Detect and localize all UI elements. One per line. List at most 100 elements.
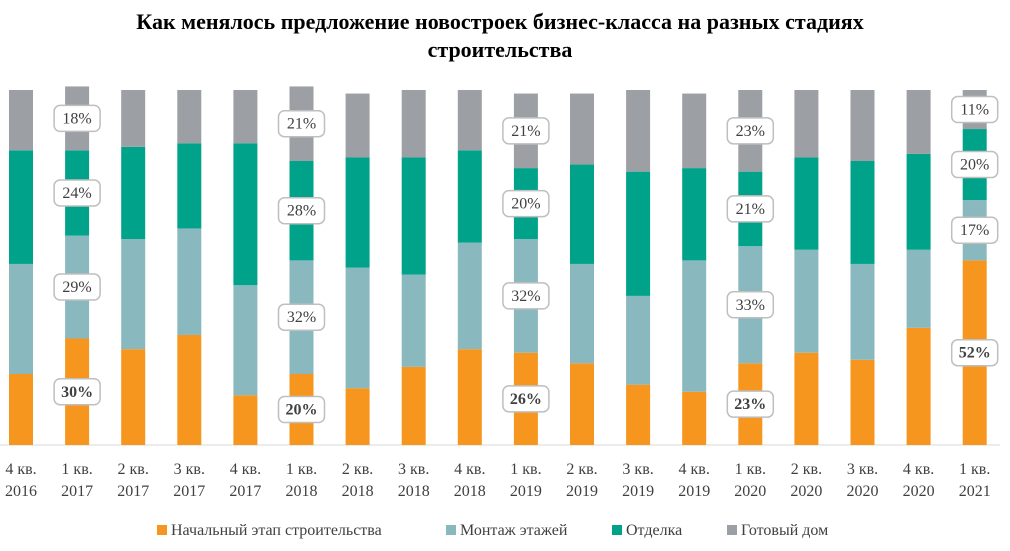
x-tick-label-13-year: 2019: [678, 483, 710, 500]
data-label-14-1: 23%: [726, 390, 775, 418]
data-label-text: 28%: [287, 203, 316, 220]
legend-item-1: Начальный этап строительства: [157, 522, 382, 539]
bar-segment-2-12: [626, 295, 651, 385]
bar-segment-4-7: [345, 93, 370, 158]
legend-label: Монтаж этажей: [460, 522, 568, 539]
bar-segment-1-3: [121, 349, 146, 445]
bar-segment-2-5: [233, 285, 258, 396]
bar-segment-3-3: [121, 146, 146, 240]
data-label-text: 24%: [62, 185, 91, 202]
data-label-box: [502, 385, 550, 413]
data-label-18-3: 20%: [950, 150, 999, 179]
x-tick-label-7-quarter: 2 кв.: [342, 461, 373, 478]
data-label-14-2: 33%: [726, 291, 775, 319]
x-tick-label-1-year: 2016: [5, 483, 37, 500]
bar-segment-2-3: [121, 239, 146, 350]
x-tick-label-8-quarter: 3 кв.: [398, 461, 429, 478]
data-label-text: 20%: [960, 157, 989, 174]
legend-label: Начальный этап строительства: [171, 522, 382, 539]
data-label-box: [726, 117, 775, 145]
bar-segment-3-4: [177, 143, 202, 229]
x-tick-label-12-quarter: 3 кв.: [622, 461, 653, 478]
data-label-text: 32%: [511, 288, 540, 305]
data-label-box: [950, 338, 999, 367]
bar-segment-1-16: [850, 359, 875, 445]
legend-swatch: [446, 525, 456, 535]
bar-segment-2-7: [345, 267, 370, 389]
x-tick-label-16-year: 2020: [847, 483, 879, 500]
data-label-10-4: 21%: [502, 117, 550, 145]
data-label-text: 52%: [959, 345, 991, 362]
bar-segment-2-8: [401, 274, 426, 367]
bar-segment-2-1: [9, 263, 33, 374]
bar-segment-4-1: [9, 90, 33, 151]
bar-segment-1-12: [626, 384, 651, 445]
x-tick-label-14-year: 2020: [734, 483, 766, 500]
bar-segment-3-13: [682, 168, 707, 261]
bar-segment-2-17: [906, 249, 931, 328]
data-label-text: 20%: [286, 402, 318, 419]
chart-title-line-2: строительства: [427, 37, 573, 62]
bar-segment-4-15: [794, 90, 819, 158]
legend-item-3: Отделка: [612, 522, 682, 539]
data-label-text: 21%: [287, 116, 316, 133]
bar-segment-3-11: [570, 164, 594, 264]
x-tick-label-2-year: 2017: [61, 483, 93, 500]
data-label-text: 30%: [61, 384, 93, 401]
bar-segment-4-4: [177, 90, 202, 144]
bar-segment-2-11: [570, 263, 594, 364]
x-tick-label-14-quarter: 1 кв.: [735, 461, 766, 478]
data-label-6-2: 32%: [277, 303, 326, 331]
data-label-6-1: 20%: [277, 395, 326, 424]
data-label-text: 29%: [62, 279, 91, 296]
bar-segment-1-13: [682, 391, 707, 445]
x-tick-label-4-year: 2017: [173, 483, 205, 500]
bar-segment-3-16: [850, 161, 875, 264]
data-label-2-4: 18%: [53, 104, 101, 133]
bar-segment-4-8: [401, 90, 426, 158]
data-label-box: [726, 390, 775, 418]
data-label-box: [53, 179, 101, 207]
bar-segment-1-9: [457, 349, 482, 445]
x-tick-label-6-year: 2018: [286, 483, 318, 500]
data-label-10-1: 26%: [502, 385, 550, 413]
bar-segment-1-17: [906, 327, 931, 445]
x-tick-label-10-quarter: 1 кв.: [510, 461, 541, 478]
x-tick-label-4-quarter: 3 кв.: [174, 461, 205, 478]
x-tick-label-3-year: 2017: [117, 483, 149, 500]
bar-segment-1-15: [794, 352, 819, 445]
data-label-text: 23%: [734, 396, 766, 413]
data-label-text: 21%: [736, 201, 765, 218]
data-label-box: [950, 95, 999, 124]
bar-segment-2-4: [177, 228, 202, 335]
data-label-text: 23%: [736, 123, 765, 140]
bar-segment-3-15: [794, 157, 819, 250]
data-label-14-4: 23%: [726, 117, 775, 145]
data-label-2-3: 24%: [53, 179, 101, 207]
bar-segment-3-9: [457, 150, 482, 243]
bar-segment-4-9: [457, 90, 482, 151]
bar-segment-2-9: [457, 242, 482, 350]
bar-segment-4-16: [850, 90, 875, 161]
data-label-text: 32%: [287, 309, 316, 326]
data-label-box: [950, 216, 999, 244]
data-label-text: 17%: [960, 222, 989, 239]
bar-segment-3-8: [401, 157, 426, 275]
chart-title: Как менялось предложение новостроек бизн…: [0, 8, 1000, 64]
data-label-text: 18%: [62, 110, 91, 127]
data-label-text: 26%: [510, 391, 542, 408]
legend-label: Отделка: [626, 522, 682, 539]
data-label-box: [950, 150, 999, 179]
bar-segment-3-17: [906, 153, 931, 250]
data-label-box: [277, 303, 326, 331]
bar-segment-1-5: [233, 395, 258, 445]
data-label-box: [726, 291, 775, 319]
data-label-box: [53, 273, 101, 301]
bar-segment-3-1: [9, 150, 33, 264]
bar-segment-1-11: [570, 363, 594, 445]
data-label-box: [53, 378, 101, 406]
x-tick-label-3-quarter: 2 кв.: [118, 461, 149, 478]
x-tick-label-18-year: 2021: [959, 483, 991, 500]
bar-segment-1-8: [401, 366, 426, 445]
